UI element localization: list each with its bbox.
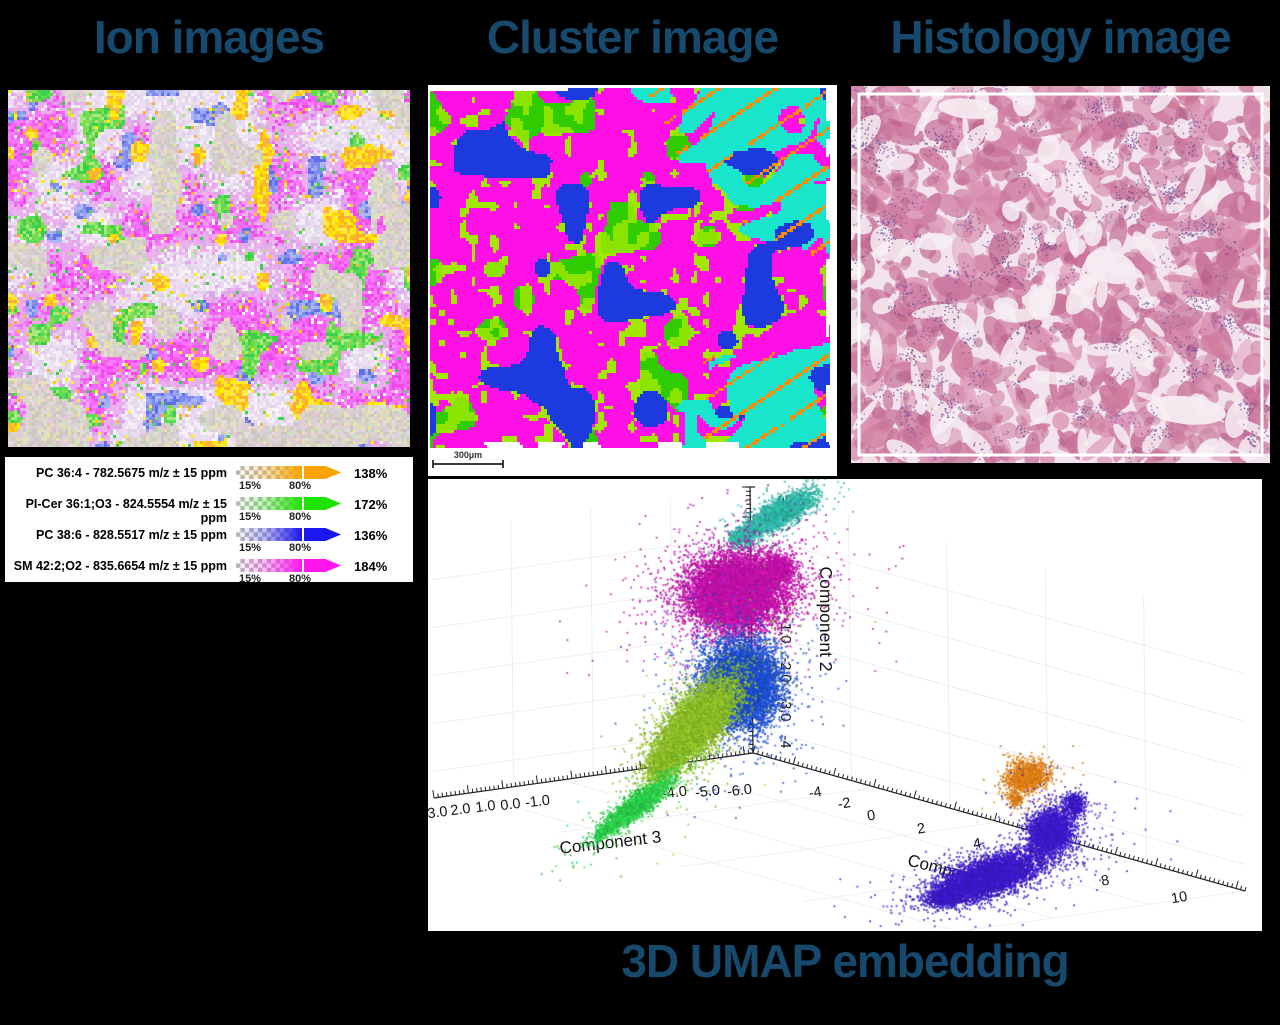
ion-legend-rows: PC 36:4 - 782.5675 m/z ± 15 ppm 15% 80% 138… — [5, 457, 413, 588]
legend-low-label: 15% — [239, 573, 262, 585]
legend-row-2: PC 38:6 - 828.5517 m/z ± 15 ppm 15% 80% 136… — [5, 526, 413, 557]
ion-images-title: Ion images — [93, 11, 325, 63]
colorbar-checker — [236, 559, 302, 572]
legend-low-label: 15% — [239, 480, 262, 492]
legend-colorbar: 15% 80% — [236, 466, 342, 492]
ion-legend-panel: PC 36:4 - 782.5675 m/z ± 15 ppm 15% 80% 138… — [2, 454, 416, 585]
legend-colorbar: 15% 80% — [236, 559, 342, 585]
colorbar-arrow — [304, 497, 341, 510]
legend-max-label: 136% — [354, 528, 388, 543]
colorbar-arrow — [304, 559, 341, 572]
umap-scatter-points — [428, 479, 1262, 931]
scale-bar-line — [432, 460, 504, 468]
legend-colorbar: 15% 80% — [236, 528, 342, 554]
colorbar-arrow — [304, 528, 341, 541]
umap-3d-plot: 3.02.01.00.0-1.0-3.0-4.0-5.0-6.0-4-20246… — [428, 479, 1262, 931]
colorbar-checker — [236, 466, 302, 479]
legend-ion-label: SM 42:2;O2 - 835.6654 m/z ± 15 ppm — [13, 559, 227, 573]
legend-high-label: 80% — [289, 542, 312, 554]
legend-low-label: 15% — [239, 542, 262, 554]
colorbar-gradient — [236, 559, 302, 572]
umap-title: 3D UMAP embedding — [621, 935, 1069, 987]
colorbar-checker — [236, 528, 302, 541]
legend-row-3: SM 42:2;O2 - 835.6654 m/z ± 15 ppm 15% 80%… — [5, 557, 413, 588]
legend-max-label: 138% — [354, 466, 388, 481]
colorbar-gradient — [236, 497, 302, 510]
ion-image — [8, 90, 410, 447]
legend-max-label: 184% — [354, 559, 388, 574]
legend-row-1: PI-Cer 36:1;O3 - 824.5554 m/z ± 15 ppm 15… — [5, 495, 413, 526]
scale-bar-rule — [432, 463, 504, 465]
legend-ion-label: PI-Cer 36:1;O3 - 824.5554 m/z ± 15 ppm — [25, 497, 227, 525]
scale-bar-label: 300µm — [453, 450, 483, 460]
legend-colorbar: 15% 80% — [236, 497, 342, 523]
cluster-image-title: Cluster image — [486, 11, 779, 63]
cluster-image — [430, 88, 830, 448]
legend-high-label: 80% — [289, 511, 312, 523]
legend-high-label: 80% — [289, 573, 312, 585]
scale-bar-end-tick — [502, 460, 504, 468]
legend-low-label: 15% — [239, 511, 262, 523]
legend-row-0: PC 36:4 - 782.5675 m/z ± 15 ppm 15% 80% 138… — [5, 464, 413, 495]
colorbar-arrow — [304, 466, 341, 479]
legend-max-label: 172% — [354, 497, 388, 512]
histology-image-title: Histology image — [890, 11, 1231, 63]
cluster-panel: 300µm — [428, 85, 837, 476]
legend-ion-label: PC 36:4 - 782.5675 m/z ± 15 ppm — [36, 466, 227, 480]
colorbar-gradient — [236, 466, 302, 479]
histology-image — [851, 86, 1270, 463]
scale-bar: 300µm — [432, 450, 504, 468]
legend-ion-label: PC 38:6 - 828.5517 m/z ± 15 ppm — [36, 528, 227, 542]
legend-high-label: 80% — [289, 480, 312, 492]
colorbar-checker — [236, 497, 302, 510]
colorbar-gradient — [236, 528, 302, 541]
